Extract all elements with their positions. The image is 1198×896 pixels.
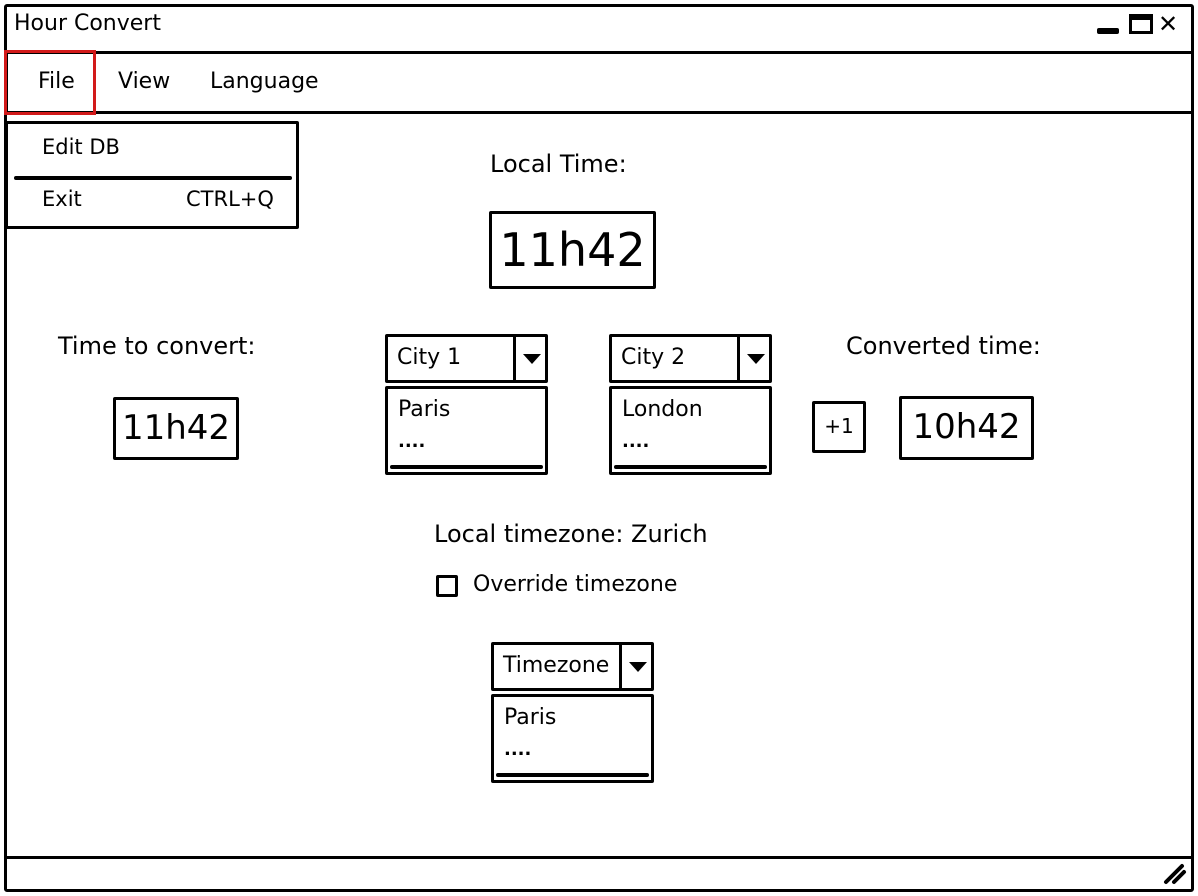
timezone-option[interactable]: .... [504, 739, 532, 760]
time-to-convert-label: Time to convert: [58, 332, 256, 360]
chevron-down-icon [629, 662, 647, 672]
city2-option[interactable]: .... [622, 431, 650, 452]
city2-dropdown-button[interactable] [737, 337, 769, 380]
resize-grip-icon[interactable] [1162, 860, 1188, 886]
list-bottom-edge [614, 465, 767, 469]
status-bar [5, 856, 1194, 892]
list-bottom-edge [496, 773, 649, 777]
app-window [4, 4, 1194, 892]
menu-separator [14, 176, 292, 180]
menu-item-edit-db[interactable]: Edit DB [42, 135, 120, 159]
chevron-down-icon [523, 354, 541, 364]
timezone-list[interactable]: Paris .... [491, 694, 654, 783]
menu-language[interactable]: Language [210, 69, 319, 94]
converted-time-display: 10h42 [899, 396, 1034, 460]
timezone-option[interactable]: Paris [504, 705, 557, 730]
maximize-icon[interactable] [1129, 14, 1153, 34]
city1-list[interactable]: Paris .... [385, 386, 548, 475]
menu-bar [5, 51, 1194, 114]
menu-view[interactable]: View [118, 69, 171, 94]
city2-option[interactable]: London [622, 397, 703, 422]
city1-selected-value: City 1 [397, 345, 462, 370]
menu-item-exit[interactable]: Exit [42, 187, 82, 211]
day-offset-badge: +1 [812, 401, 866, 453]
city2-select[interactable]: City 2 [609, 334, 772, 383]
menu-file-highlight [4, 50, 96, 115]
city1-option[interactable]: .... [398, 431, 426, 452]
window-title: Hour Convert [14, 11, 161, 36]
override-timezone-checkbox[interactable] [436, 575, 458, 597]
city2-list[interactable]: London .... [609, 386, 772, 475]
time-to-convert-input[interactable]: 11h42 [113, 397, 239, 460]
timezone-select[interactable]: Timezone [491, 642, 654, 691]
minimize-icon[interactable] [1097, 28, 1119, 34]
timezone-selected-value: Timezone [503, 653, 610, 678]
menu-file[interactable]: File [38, 69, 75, 94]
local-timezone-label: Local timezone: Zurich [434, 520, 708, 548]
timezone-dropdown-button[interactable] [619, 645, 651, 688]
city1-dropdown-button[interactable] [513, 337, 545, 380]
list-bottom-edge [390, 465, 543, 469]
city1-option[interactable]: Paris [398, 397, 451, 422]
city1-select[interactable]: City 1 [385, 334, 548, 383]
local-time-label: Local Time: [490, 150, 627, 178]
local-time-display: 11h42 [489, 211, 656, 289]
close-icon[interactable]: ✕ [1158, 10, 1179, 38]
file-dropdown-menu [5, 121, 299, 229]
converted-time-label: Converted time: [846, 332, 1041, 360]
chevron-down-icon [747, 354, 765, 364]
city2-selected-value: City 2 [621, 345, 686, 370]
menu-item-exit-shortcut: CTRL+Q [186, 187, 274, 211]
override-timezone-label: Override timezone [473, 572, 678, 597]
